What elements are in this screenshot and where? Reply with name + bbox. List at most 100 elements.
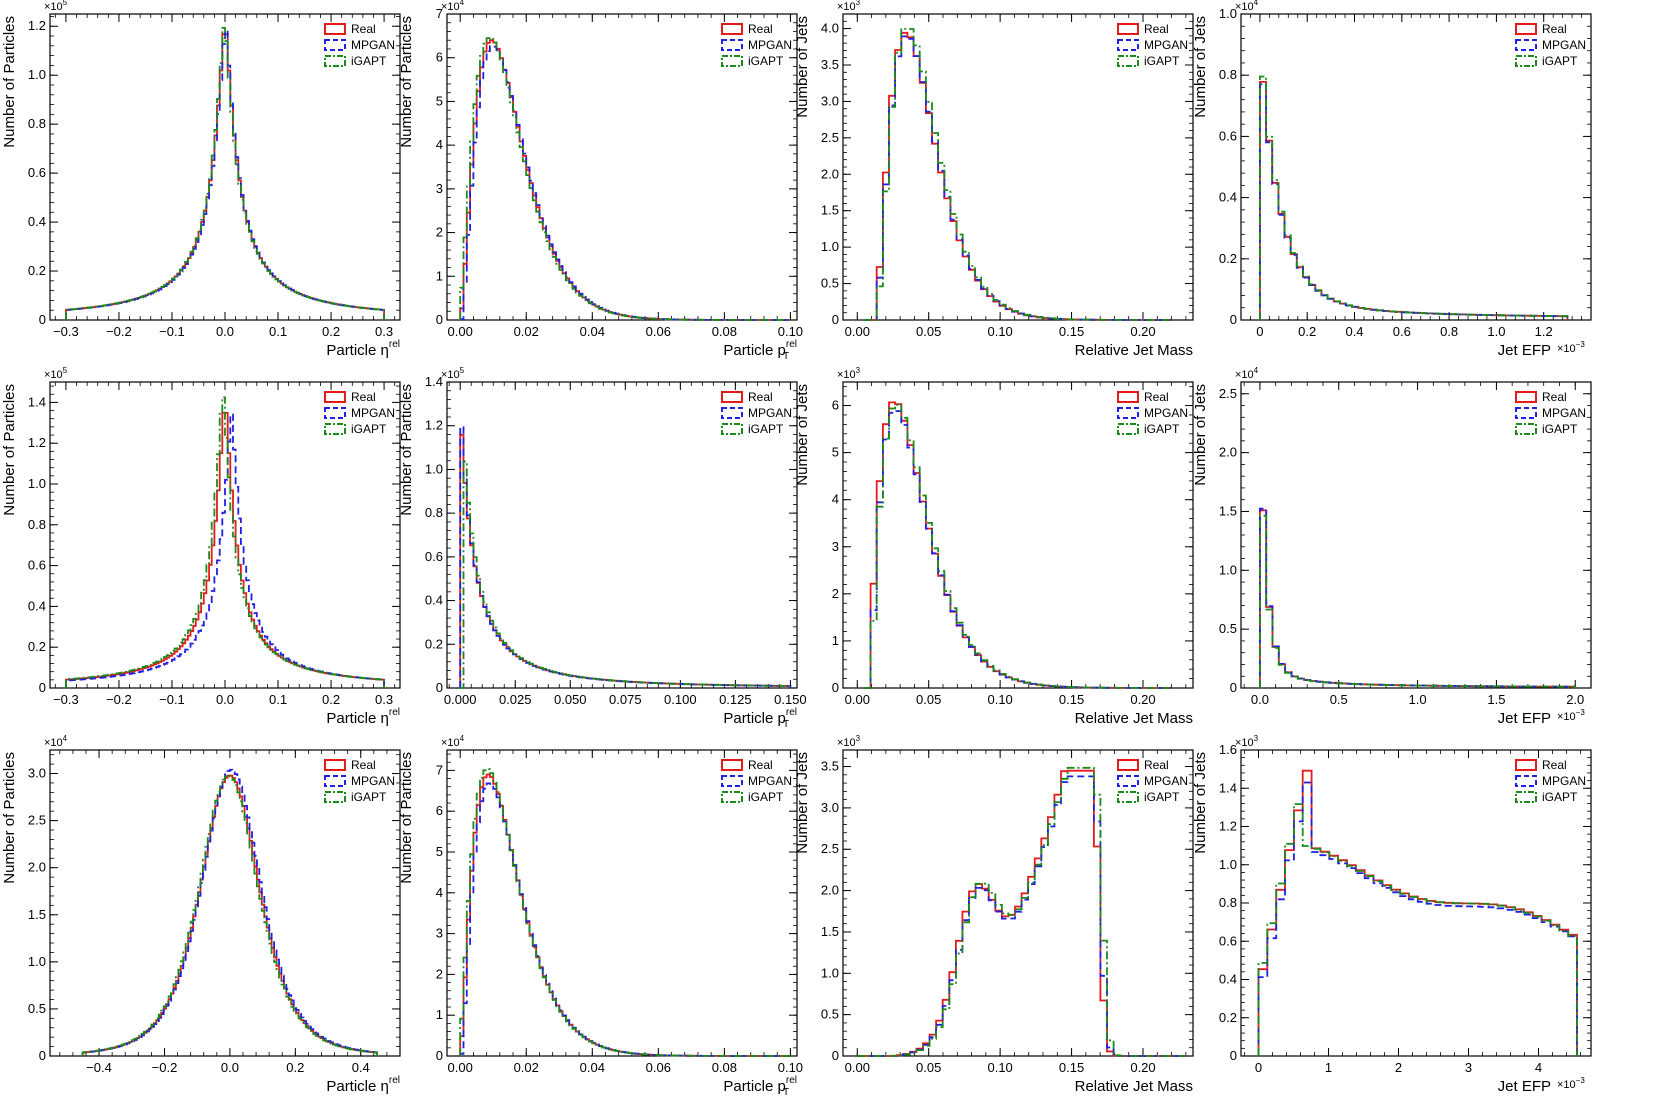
- series-real-hist: [459, 773, 791, 1057]
- x-tick-label: 0.06: [646, 1060, 671, 1075]
- legend-swatch-mpgan: [324, 39, 346, 51]
- y-tick-label: 4: [436, 885, 443, 900]
- x-tick-label: 0.05: [916, 1060, 941, 1075]
- y-tick-label: 2.5: [1219, 386, 1237, 401]
- legend-swatch-real: [1117, 23, 1139, 35]
- y-tick-label: 1.0: [425, 461, 443, 476]
- x-tick-label: 0.00: [845, 324, 870, 339]
- y-tick-label: 2.5: [821, 130, 839, 145]
- x-tick-label: 0.5: [1330, 692, 1348, 707]
- legend-label-mpgan: MPGAN: [1144, 774, 1188, 788]
- x-tick-label: 0.2: [322, 324, 340, 339]
- y-exponent-label: ×103: [837, 734, 861, 749]
- series-igapt-hist: [864, 403, 1172, 689]
- x-tick-label: 0.04: [580, 1060, 605, 1075]
- x-tick-label: 0.06: [646, 324, 671, 339]
- x-tick-label: 0.02: [514, 1060, 539, 1075]
- x-tick-label: −0.4: [86, 1060, 112, 1075]
- panel-r2c2: 0.00 0.05 0.10 0.15 0.20 0 0.5 1.0 1.5 2.0 2.5 3.0 3…: [794, 734, 1194, 1095]
- x-tick-label: 0.075: [609, 692, 642, 707]
- series-mpgan-hist: [1257, 781, 1578, 1056]
- y-tick-label: 7: [436, 762, 443, 777]
- series-real-hist: [81, 774, 378, 1056]
- series-mpgan-hist: [1259, 83, 1569, 320]
- y-tick-label: 2.0: [1219, 445, 1237, 460]
- y-exponent-label: ×104: [1235, 366, 1259, 381]
- y-tick-label: 0.6: [1219, 128, 1237, 143]
- y-tick-label: 1.0: [821, 239, 839, 254]
- plot-frame: [1240, 13, 1592, 321]
- x-axis-title: Particle ηrel: [326, 339, 400, 359]
- y-tick-label: 3.0: [28, 766, 46, 781]
- x-tick-label: 0.150: [774, 692, 807, 707]
- x-axis-title: Jet EFP: [1498, 1078, 1551, 1095]
- x-tick-label: 3: [1465, 1060, 1472, 1075]
- panel-r1c3: 0.0 0.5 1.0 1.5 2.0 0 0.5 1.0 1.5 2.0 2.5 ×104 ×10−3…: [1192, 366, 1592, 727]
- y-tick-label: 0: [832, 1048, 839, 1063]
- y-tick-label: 0.6: [28, 165, 46, 180]
- legend-swatch-real: [1117, 391, 1139, 403]
- y-tick-label: 0.2: [1219, 251, 1237, 266]
- series-igapt-hist: [65, 27, 385, 320]
- y-axis-title: Number of Jets: [794, 16, 811, 118]
- x-tick-label: 0.08: [712, 1060, 737, 1075]
- legend-swatch-mpgan: [1117, 775, 1139, 787]
- series-igapt-hist: [1259, 514, 1577, 688]
- y-tick-label: 0.5: [821, 1007, 839, 1022]
- series-igapt-hist: [459, 37, 791, 321]
- plot-frame: [446, 13, 798, 321]
- y-exponent-label: ×104: [44, 734, 68, 749]
- x-tick-label: 0.00: [845, 1060, 870, 1075]
- y-tick-label: 3.5: [821, 57, 839, 72]
- y-tick-label: 6: [436, 50, 443, 65]
- y-tick-label: 5: [832, 445, 839, 460]
- y-tick-label: 1.2: [28, 18, 46, 33]
- y-tick-label: 0.2: [28, 263, 46, 278]
- y-tick-label: 3.0: [821, 93, 839, 108]
- y-tick-label: 7: [436, 6, 443, 21]
- y-tick-label: 0.2: [28, 639, 46, 654]
- y-tick-label: 0.5: [28, 1001, 46, 1016]
- series-igapt-hist: [81, 774, 378, 1056]
- y-tick-label: 2: [436, 225, 443, 240]
- y-axis-title: Number of Jets: [794, 384, 811, 486]
- y-tick-label: 1.6: [1219, 742, 1237, 757]
- legend-label-real: Real: [1542, 22, 1567, 36]
- x-axis-title: Jet EFP: [1498, 710, 1551, 727]
- legend-swatch-mpgan: [1515, 775, 1537, 787]
- plot-frame: [1240, 381, 1592, 689]
- series-mpgan-hist: [459, 782, 791, 1057]
- legend-label-real: Real: [1144, 758, 1169, 772]
- x-tick-label: 0: [1255, 1060, 1262, 1075]
- x-tick-label: 0.8: [1440, 324, 1458, 339]
- legend-swatch-real: [721, 23, 743, 35]
- legend-label-real: Real: [1542, 758, 1567, 772]
- y-exponent-label: ×103: [1235, 734, 1259, 749]
- x-axis-title: Relative Jet Mass: [1075, 710, 1193, 727]
- panel-r1c2: 0.00 0.05 0.10 0.15 0.20 0 1 2 3 4 5 6 ×103 Relative …: [794, 366, 1194, 727]
- x-axis-title: Particle ηrel: [326, 1075, 400, 1095]
- y-axis-title: Number of Particles: [398, 16, 415, 148]
- panel-r2c3: 0 1 2 3 4 0 0.2 0.4 0.6 0.8 1.0 1.2 1.4 1.6×103 ×10−3 J…: [1192, 734, 1592, 1095]
- y-tick-label: 1.0: [28, 476, 46, 491]
- x-tick-label: 2.0: [1566, 692, 1584, 707]
- series-real-hist: [65, 33, 385, 320]
- x-tick-label: −0.2: [106, 692, 132, 707]
- y-tick-label: 6: [436, 803, 443, 818]
- y-tick-label: 0: [832, 680, 839, 695]
- legend-swatch-mpgan: [721, 407, 743, 419]
- x-tick-label: 0.10: [987, 324, 1012, 339]
- legend-label-igapt: iGAPT: [748, 790, 784, 804]
- y-tick-label: 0.4: [1219, 190, 1237, 205]
- legend-label-real: Real: [1144, 390, 1169, 404]
- y-tick-label: 5: [436, 93, 443, 108]
- legend-swatch-real: [324, 23, 346, 35]
- series-mpgan-hist: [864, 35, 1172, 321]
- y-tick-label: 0.2: [425, 636, 443, 651]
- y-tick-label: 4: [832, 492, 839, 507]
- series-igapt-hist: [460, 460, 792, 689]
- y-tick-label: 1.0: [1219, 6, 1237, 21]
- x-tick-label: 0.0: [216, 692, 234, 707]
- panel-r0c1: 0.00 0.02 0.04 0.06 0.08 0.10 0 1 2 3 4 5 6 7×104 Part…: [398, 0, 803, 362]
- x-tick-label: 0.100: [664, 692, 697, 707]
